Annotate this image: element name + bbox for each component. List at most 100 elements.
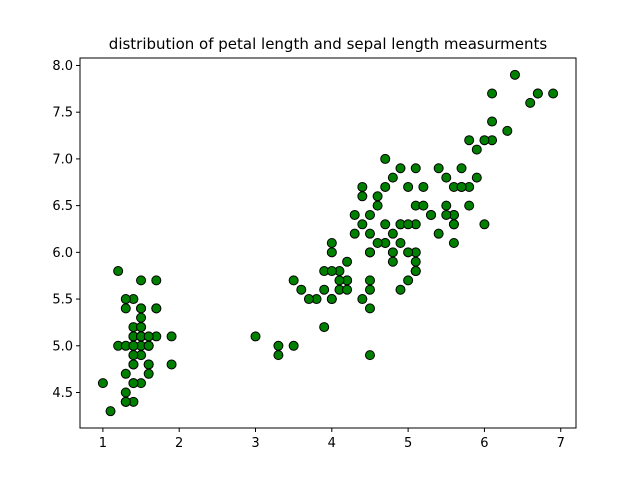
- data-point: [151, 303, 162, 314]
- data-point: [326, 247, 337, 258]
- y-tick-label: 7.5: [52, 106, 73, 121]
- data-point: [143, 359, 154, 370]
- chart-title: distribution of petal length and sepal l…: [109, 35, 548, 53]
- data-point: [303, 294, 314, 305]
- data-point: [426, 209, 437, 220]
- data-point: [250, 331, 261, 342]
- data-point: [364, 275, 375, 286]
- data-point: [136, 275, 147, 286]
- data-point: [418, 200, 429, 211]
- data-point: [509, 69, 520, 80]
- data-point: [120, 294, 131, 305]
- data-point: [364, 247, 375, 258]
- data-point: [372, 238, 383, 248]
- data-point: [136, 303, 147, 314]
- data-point: [403, 247, 414, 258]
- data-point: [364, 284, 375, 295]
- data-point: [456, 163, 467, 174]
- y-tick-label: 6.5: [52, 199, 73, 214]
- y-tick-label: 4.5: [52, 386, 73, 401]
- y-tick-label: 5.5: [52, 293, 73, 308]
- data-point: [441, 209, 452, 220]
- data-point: [471, 172, 482, 183]
- data-point: [342, 284, 353, 295]
- data-point: [128, 378, 139, 389]
- data-point: [372, 191, 383, 202]
- data-point: [403, 275, 414, 286]
- x-tick-label: 4: [328, 436, 336, 451]
- data-point: [380, 153, 391, 164]
- data-point: [342, 256, 353, 267]
- data-point: [113, 266, 124, 277]
- data-point: [410, 256, 421, 267]
- data-point: [548, 88, 559, 99]
- data-point: [525, 97, 536, 108]
- data-point: [319, 284, 330, 295]
- data-point: [448, 238, 459, 248]
- data-point: [120, 303, 131, 314]
- data-point: [288, 275, 299, 286]
- data-point: [349, 209, 360, 220]
- y-tick-label: 5.0: [52, 339, 73, 354]
- data-point: [487, 116, 498, 127]
- data-point: [418, 181, 429, 192]
- data-point: [395, 238, 406, 248]
- x-axis: 1 2 3 4 5 6 7: [99, 428, 565, 451]
- y-tick-label: 7.0: [52, 152, 73, 167]
- data-point: [387, 247, 398, 258]
- data-point: [387, 228, 398, 239]
- data-point: [166, 359, 177, 370]
- data-point: [502, 125, 513, 136]
- data-point: [380, 181, 391, 192]
- data-point: [143, 331, 154, 342]
- data-point: [273, 350, 284, 361]
- data-point: [487, 88, 498, 99]
- x-tick-label: 1: [99, 436, 107, 451]
- data-point: [151, 275, 162, 286]
- data-point: [128, 359, 139, 370]
- x-tick-label: 2: [175, 436, 183, 451]
- data-point: [357, 181, 368, 192]
- data-point: [464, 200, 475, 211]
- data-point: [433, 228, 444, 239]
- y-axis: 4.5 5.0 5.5 6.0 6.5 7.0 7.5 8.0: [52, 59, 80, 401]
- y-tick-label: 6.0: [52, 246, 73, 261]
- data-point: [364, 209, 375, 220]
- x-tick-label: 3: [251, 436, 259, 451]
- data-point: [105, 406, 116, 417]
- data-point: [387, 172, 398, 183]
- x-tick-label: 5: [404, 436, 412, 451]
- data-point: [120, 368, 131, 379]
- data-point: [136, 312, 147, 323]
- data-point: [357, 294, 368, 305]
- data-point: [326, 266, 337, 277]
- data-point: [471, 144, 482, 155]
- data-point: [479, 219, 490, 230]
- data-point: [136, 322, 147, 333]
- data-point: [364, 350, 375, 361]
- data-point: [319, 322, 330, 333]
- data-point: [296, 284, 307, 295]
- data-point: [372, 200, 383, 211]
- data-point: [441, 172, 452, 183]
- data-point: [349, 228, 360, 239]
- data-point: [387, 256, 398, 267]
- data-point: [441, 200, 452, 211]
- data-point: [357, 191, 368, 202]
- data-point: [364, 303, 375, 314]
- data-point: [273, 340, 284, 351]
- data-point: [166, 331, 177, 342]
- data-point: [128, 350, 139, 361]
- data-point: [120, 387, 131, 398]
- data-point: [448, 219, 459, 230]
- data-point: [403, 181, 414, 192]
- data-point: [410, 163, 421, 174]
- data-point: [128, 340, 139, 351]
- y-tick-label: 8.0: [52, 59, 73, 74]
- data-point: [143, 368, 154, 379]
- data-point: [326, 294, 337, 305]
- data-point: [433, 163, 444, 174]
- data-point: [479, 135, 490, 146]
- data-point: [410, 266, 421, 277]
